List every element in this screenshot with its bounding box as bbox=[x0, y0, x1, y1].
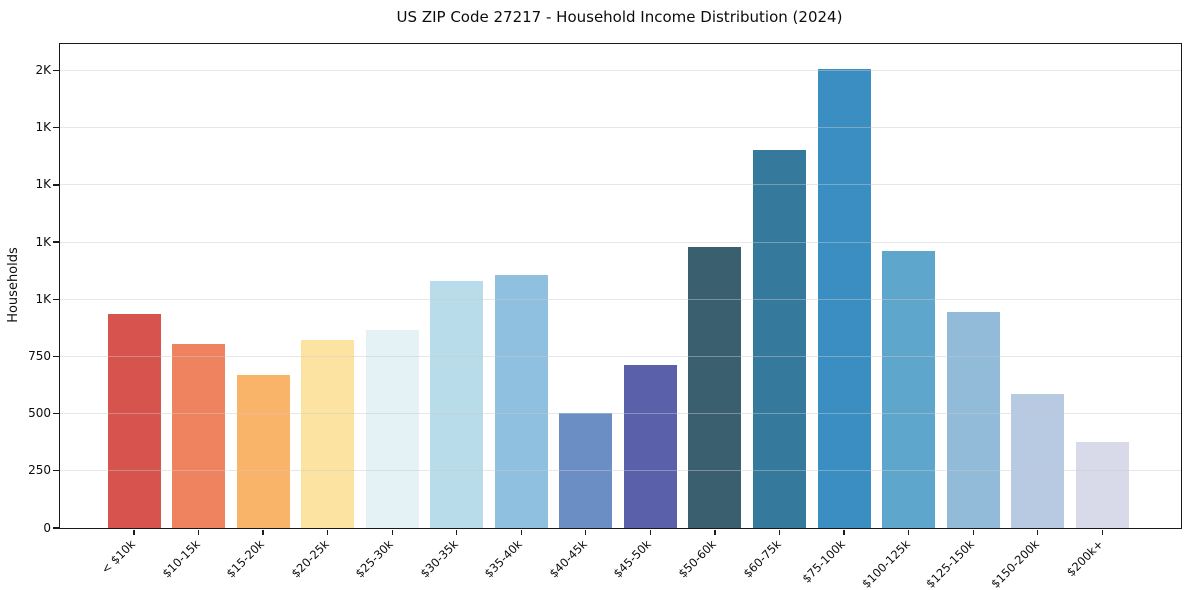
y-tick-label: 1K bbox=[35, 291, 51, 306]
bar-$50-60k bbox=[688, 247, 742, 528]
x-tick-mark bbox=[972, 529, 974, 535]
bar-$60-75k bbox=[753, 150, 806, 528]
x-tick-mark bbox=[391, 529, 393, 535]
bar-$35-40k bbox=[494, 275, 548, 528]
y-tick-mark bbox=[52, 470, 59, 472]
bar-< $10k bbox=[107, 313, 161, 528]
x-tick-mark bbox=[907, 529, 910, 535]
y-tick-mark bbox=[52, 241, 59, 243]
chart-title: US ZIP Code 27217 - Household Income Dis… bbox=[396, 8, 843, 26]
y-tick-mark bbox=[52, 184, 59, 186]
plot-area: 0 250 500 750 1K 1K 1K 1K 2K < $10k $10-15k $15-20k… bbox=[28, 43, 1182, 590]
gridline-2K bbox=[60, 70, 1181, 72]
gridline-1K bbox=[60, 298, 1181, 300]
y-tick-mark bbox=[52, 412, 59, 415]
x-tick-mark bbox=[520, 529, 522, 535]
x-tick-mark bbox=[1101, 529, 1103, 535]
gridline-1K bbox=[60, 184, 1181, 186]
bar-$75-100k bbox=[817, 68, 871, 528]
x-tick-mark bbox=[778, 529, 781, 535]
bar-$40-45k bbox=[559, 412, 613, 528]
bar-$20-25k bbox=[301, 339, 355, 528]
y-tick-label: 500 bbox=[28, 406, 51, 421]
gridline-1K bbox=[60, 241, 1181, 243]
bar-$15-20k bbox=[236, 375, 290, 528]
x-tick-mark bbox=[649, 529, 652, 535]
y-tick-mark bbox=[52, 69, 59, 72]
y-tick-mark bbox=[52, 127, 59, 129]
x-tick-mark bbox=[843, 529, 845, 535]
bar-$25-30k bbox=[365, 330, 419, 528]
gridline-1K bbox=[60, 127, 1181, 129]
x-tick-mark bbox=[327, 529, 329, 535]
x-tick-mark bbox=[133, 529, 135, 535]
gridline-500 bbox=[60, 413, 1181, 415]
bar-$10-15k bbox=[172, 343, 226, 528]
x-tick-mark bbox=[197, 529, 200, 535]
bar-$150-200k bbox=[1011, 393, 1065, 528]
y-tick-label: 250 bbox=[28, 463, 51, 478]
gridline-250 bbox=[60, 470, 1181, 472]
y-tick-label: 0 bbox=[43, 520, 51, 535]
gridline-750 bbox=[60, 355, 1181, 357]
bar-$45-50k bbox=[623, 364, 677, 528]
x-tick-mark bbox=[456, 529, 458, 535]
x-tick-label: < $10k bbox=[98, 537, 138, 577]
x-tick-mark bbox=[262, 529, 264, 535]
bar-$30-35k bbox=[430, 280, 484, 528]
x-tick-mark bbox=[585, 529, 587, 535]
y-tick-label: 2K bbox=[35, 63, 51, 78]
y-tick-label: 1K bbox=[35, 177, 51, 192]
y-tick-mark bbox=[52, 527, 59, 529]
y-tick-label: 1K bbox=[35, 234, 51, 249]
y-tick-mark bbox=[52, 298, 59, 300]
y-tick-label: 750 bbox=[28, 348, 51, 363]
bar-$125-150k bbox=[946, 311, 1000, 528]
bar-$100-125k bbox=[882, 251, 936, 528]
bar-$200k+ bbox=[1075, 442, 1129, 528]
x-tick-mark bbox=[714, 529, 716, 535]
y-tick-mark bbox=[52, 355, 59, 358]
x-tick-mark bbox=[1037, 529, 1039, 535]
y-tick-label: 1K bbox=[35, 120, 51, 135]
